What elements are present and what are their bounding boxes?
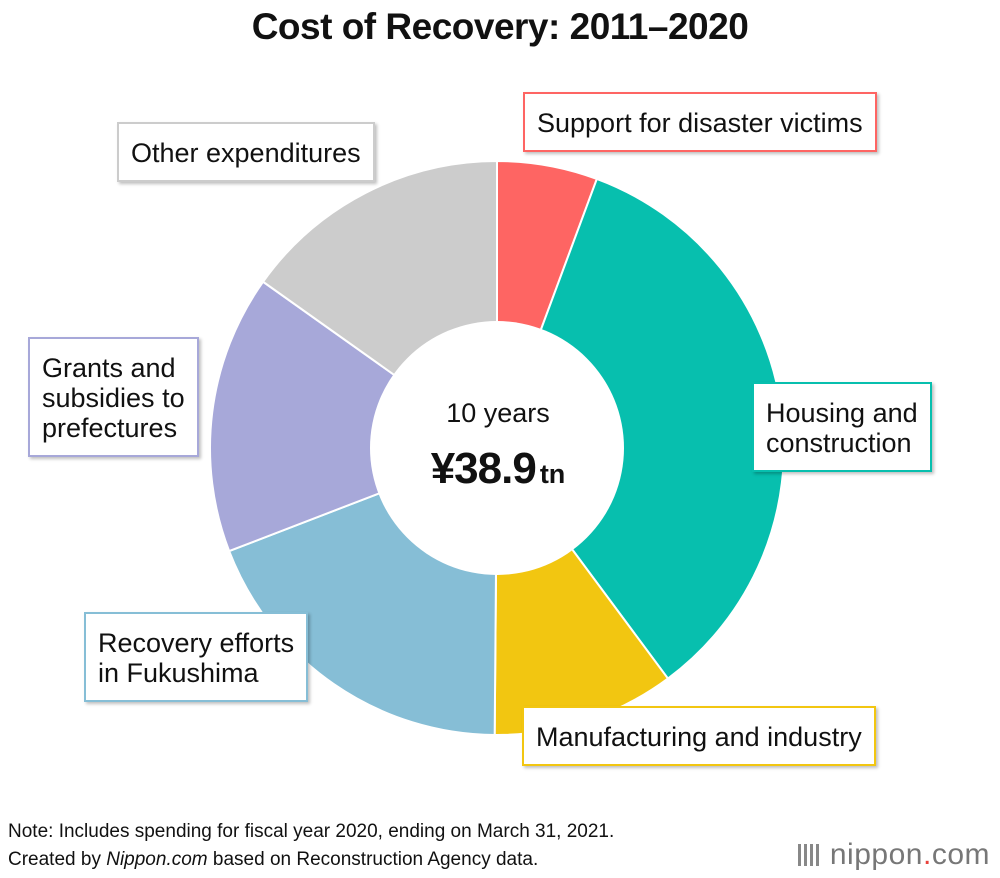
label-other-expenditures: Other expenditures xyxy=(117,122,375,182)
center-total-value: ¥38.9 xyxy=(430,444,537,493)
label-recovery-efforts-in-fukushima: Recovery efforts in Fukushima xyxy=(84,612,309,702)
label-grants-and-subsidies: Grants and subsidies to prefectures xyxy=(28,337,199,457)
label-text: Other expenditures xyxy=(131,138,361,168)
label-text-line: Grants and xyxy=(42,353,176,383)
label-text-line: Recovery efforts xyxy=(98,628,295,658)
logo-dot: . xyxy=(922,838,932,871)
nippon-logo: nippon.com xyxy=(797,838,990,872)
footer-credit: Created by Nippon.com based on Reconstru… xyxy=(8,846,614,874)
center-total: ¥38.9 tn xyxy=(398,444,598,494)
label-text-line: construction xyxy=(766,428,912,458)
footer-note-line: Note: Includes spending for fiscal year … xyxy=(8,821,615,842)
slice-grants xyxy=(209,280,500,553)
label-text: Manufacturing and industry xyxy=(536,722,862,752)
footer-note: Note: Includes spending for fiscal year … xyxy=(8,818,614,874)
credit-suffix: based on Reconstruction Agency data. xyxy=(207,849,539,870)
logo-bars-icon xyxy=(797,844,822,866)
credit-prefix: Created by xyxy=(8,849,107,870)
label-text-line: Housing and xyxy=(766,398,918,428)
label-support-for-disaster-victims: Support for disaster victims xyxy=(523,92,877,152)
label-manufacturing-and-industry: Manufacturing and industry xyxy=(522,706,876,766)
credit-source: Nippon.com xyxy=(106,849,208,870)
chart-title: Cost of Recovery: 2011–2020 xyxy=(251,6,749,47)
label-housing-and-construction: Housing and construction xyxy=(752,382,932,472)
center-period-label: 10 years xyxy=(446,398,550,428)
center-total-unit: tn xyxy=(539,459,566,489)
donut-hole xyxy=(370,321,624,575)
label-text-line: in Fukushima xyxy=(98,658,259,688)
label-text: Support for disaster victims xyxy=(537,108,863,138)
logo-suffix: com xyxy=(931,838,990,871)
logo-name: nippon xyxy=(829,838,923,871)
label-text-line: subsidies to xyxy=(42,383,185,413)
label-text-line: prefectures xyxy=(42,413,178,443)
